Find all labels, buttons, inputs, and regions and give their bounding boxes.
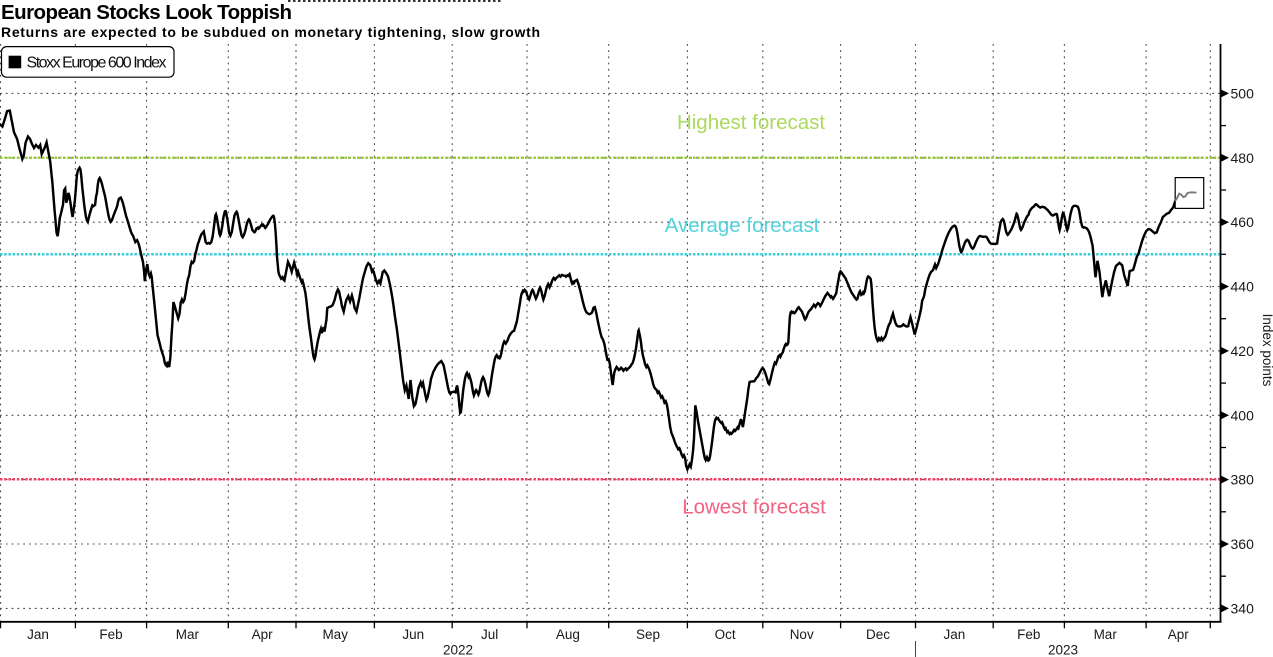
svg-text:Mar: Mar bbox=[176, 627, 200, 642]
svg-text:Apr: Apr bbox=[1168, 627, 1190, 642]
svg-text:European Stocks Look Toppish: European Stocks Look Toppish bbox=[1, 1, 292, 24]
svg-text:Jan: Jan bbox=[27, 627, 49, 642]
svg-text:Index points: Index points bbox=[1260, 314, 1273, 387]
svg-text:Aug: Aug bbox=[556, 627, 580, 642]
svg-text:2022: 2022 bbox=[443, 643, 473, 657]
svg-text:Stoxx Europe 600 Index: Stoxx Europe 600 Index bbox=[27, 54, 167, 71]
svg-text:Highest forecast: Highest forecast bbox=[677, 111, 825, 134]
svg-text:Jan: Jan bbox=[944, 627, 966, 642]
svg-text:Average forecast: Average forecast bbox=[665, 214, 820, 237]
svg-text:Lowest forecast: Lowest forecast bbox=[682, 496, 826, 519]
svg-text:Nov: Nov bbox=[790, 627, 814, 642]
svg-text:460: 460 bbox=[1231, 214, 1255, 230]
svg-text:Dec: Dec bbox=[866, 627, 890, 642]
svg-text:Feb: Feb bbox=[99, 627, 122, 642]
svg-text:500: 500 bbox=[1231, 85, 1255, 101]
svg-text:380: 380 bbox=[1231, 472, 1255, 488]
svg-text:Sep: Sep bbox=[636, 627, 660, 642]
svg-text:340: 340 bbox=[1231, 600, 1255, 616]
svg-text:Jul: Jul bbox=[481, 627, 498, 642]
svg-text:Feb: Feb bbox=[1017, 627, 1040, 642]
svg-text:360: 360 bbox=[1231, 536, 1255, 552]
svg-text:400: 400 bbox=[1231, 407, 1255, 423]
svg-text:Jun: Jun bbox=[402, 627, 424, 642]
svg-text:420: 420 bbox=[1231, 343, 1255, 359]
svg-text:Returns are expected to be sub: Returns are expected to be subdued on mo… bbox=[1, 24, 540, 40]
svg-text:Mar: Mar bbox=[1094, 627, 1118, 642]
svg-text:Oct: Oct bbox=[715, 627, 736, 642]
svg-text:440: 440 bbox=[1231, 279, 1255, 295]
svg-text:480: 480 bbox=[1231, 150, 1255, 166]
svg-text:Apr: Apr bbox=[252, 627, 274, 642]
svg-text:May: May bbox=[322, 627, 348, 642]
svg-text:2023: 2023 bbox=[1048, 643, 1078, 657]
